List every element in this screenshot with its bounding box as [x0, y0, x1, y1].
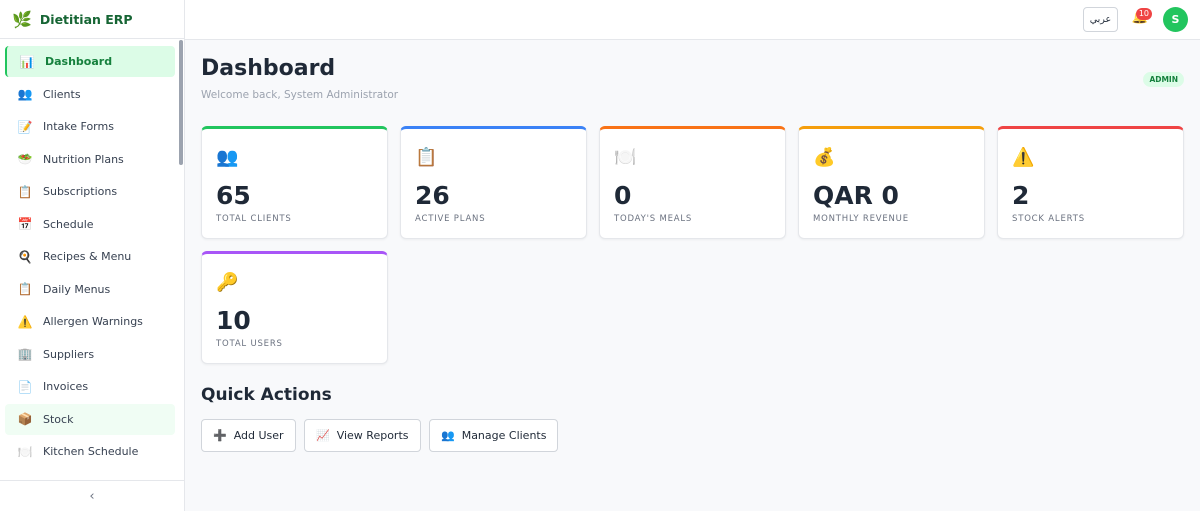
notification-badge: 10 — [1135, 8, 1152, 20]
stat-value: 65 — [216, 181, 251, 210]
stat-label: ACTIVE PLANS — [415, 214, 486, 224]
nav-item[interactable]: 📊 Dashboard — [5, 46, 175, 77]
page-subtitle: Welcome back, System Administrator — [201, 89, 399, 101]
nav-label: Nutrition Plans — [43, 152, 124, 166]
stat-label: TODAY'S MEALS — [614, 214, 693, 224]
role-badge: ADMIN — [1143, 72, 1184, 87]
nav-icon: 📋 — [17, 282, 33, 296]
brand[interactable]: 🌿 Dietitian ERP — [0, 0, 184, 39]
nav-item[interactable]: 📅 Schedule — [5, 209, 175, 240]
stat-card: 💰 QAR 0 MONTHLY REVENUE — [798, 126, 985, 239]
nav-item[interactable]: 🏢 Suppliers — [5, 339, 175, 370]
nav-item[interactable]: 📋 Subscriptions — [5, 176, 175, 207]
nav-label: Daily Menus — [43, 282, 111, 296]
nav-label: Suppliers — [43, 347, 95, 361]
nav-icon: 🏢 — [17, 347, 33, 361]
stat-card: ⚠️ 2 STOCK ALERTS — [997, 126, 1184, 239]
action-button[interactable]: 👥 Manage Clients — [429, 419, 559, 452]
stat-card: 🔑 10 TOTAL USERS — [201, 251, 388, 364]
button-label: View Reports — [336, 429, 409, 442]
nav-icon: 📊 — [19, 54, 35, 69]
nav-icon: 📝 — [17, 119, 33, 134]
stat-card: 👥 65 TOTAL CLIENTS — [201, 126, 388, 239]
nav-icon: 📄 — [17, 379, 33, 394]
button-icon: ➕ — [213, 429, 227, 442]
nav-label: Kitchen Schedule — [43, 445, 139, 458]
stat-value: 26 — [415, 181, 450, 210]
nav-item[interactable]: ⚠️ Allergen Warnings — [5, 306, 175, 337]
brand-name: Dietitian ERP — [39, 11, 133, 27]
action-button[interactable]: 📈 View Reports — [304, 419, 421, 452]
stat-card: 🍽️ 0 TODAY'S MEALS — [599, 126, 786, 239]
stat-card: 📋 26 ACTIVE PLANS — [400, 126, 587, 239]
nav-item[interactable]: 📄 Invoices — [5, 371, 175, 402]
avatar[interactable]: S — [1163, 7, 1188, 32]
scrollbar[interactable] — [179, 40, 183, 165]
brand-icon: 🌿 — [12, 9, 32, 29]
language-toggle[interactable]: عربي — [1083, 7, 1118, 32]
button-label: Manage Clients — [461, 429, 547, 442]
nav-item[interactable]: 📋 Daily Menus — [5, 274, 175, 305]
nav-icon: 👥 — [17, 87, 33, 101]
nav-icon: 📅 — [17, 217, 33, 231]
stat-icon: 💰 — [813, 147, 836, 168]
nav-label: Recipes & Menu — [43, 250, 132, 263]
nav-item[interactable]: 👥 Clients — [5, 79, 175, 110]
nav-icon: ⚠️ — [17, 314, 33, 329]
stat-icon: 👥 — [216, 147, 239, 168]
nav-list: 📊 Dashboard 👥 Clients 📝 Intake Forms 🥗 Nutritio… — [5, 46, 175, 469]
button-label: Add User — [233, 429, 284, 442]
stat-label: MONTHLY REVENUE — [813, 214, 909, 224]
stat-label: STOCK ALERTS — [1012, 214, 1085, 224]
collapse-button[interactable]: ‹ — [0, 480, 184, 511]
action-button[interactable]: ➕ Add User — [201, 419, 296, 452]
section-title: Quick Actions — [201, 385, 332, 405]
nav-label: Stock — [43, 412, 74, 426]
stat-label: TOTAL CLIENTS — [216, 214, 292, 224]
button-icon: 📈 — [316, 429, 330, 442]
sidebar: 🌿 Dietitian ERP 📊 Dashboard 👥 Clients 📝 Intake… — [0, 0, 185, 511]
nav-icon: 📋 — [17, 184, 33, 199]
nav-item[interactable]: 📦 Stock — [5, 403, 175, 435]
nav-label: Dashboard — [45, 55, 113, 68]
stat-label: TOTAL USERS — [216, 339, 283, 349]
nav-label: Schedule — [43, 217, 94, 231]
stat-icon: 🔑 — [216, 272, 239, 293]
nav-item[interactable]: 🍳 Recipes & Menu — [5, 241, 175, 272]
nav-label: Allergen Warnings — [43, 315, 143, 328]
topbar: عربي 🔔 10 S — [185, 0, 1200, 40]
nav-item[interactable]: 📝 Intake Forms — [5, 111, 175, 142]
nav-label: Intake Forms — [43, 120, 114, 133]
nav-icon: 🍳 — [17, 249, 33, 264]
button-icon: 👥 — [441, 429, 455, 442]
stat-icon: 🍽️ — [614, 147, 637, 168]
nav-icon: 🥗 — [17, 152, 33, 166]
stat-value: 0 — [614, 181, 632, 210]
nav-icon: 🍽️ — [17, 444, 33, 459]
stat-icon: ⚠️ — [1012, 147, 1035, 168]
nav-label: Subscriptions — [43, 185, 118, 198]
nav-label: Invoices — [43, 380, 89, 393]
nav-label: Clients — [43, 87, 81, 101]
nav-item[interactable]: 🍽️ Kitchen Schedule — [5, 436, 175, 467]
stat-value: 2 — [1012, 181, 1030, 210]
page-title: Dashboard — [201, 56, 336, 81]
stat-value: QAR 0 — [813, 181, 899, 210]
nav-icon: 📦 — [17, 412, 33, 426]
stat-value: 10 — [216, 306, 251, 335]
nav-item[interactable]: 🥗 Nutrition Plans — [5, 144, 175, 175]
stat-icon: 📋 — [415, 147, 438, 168]
